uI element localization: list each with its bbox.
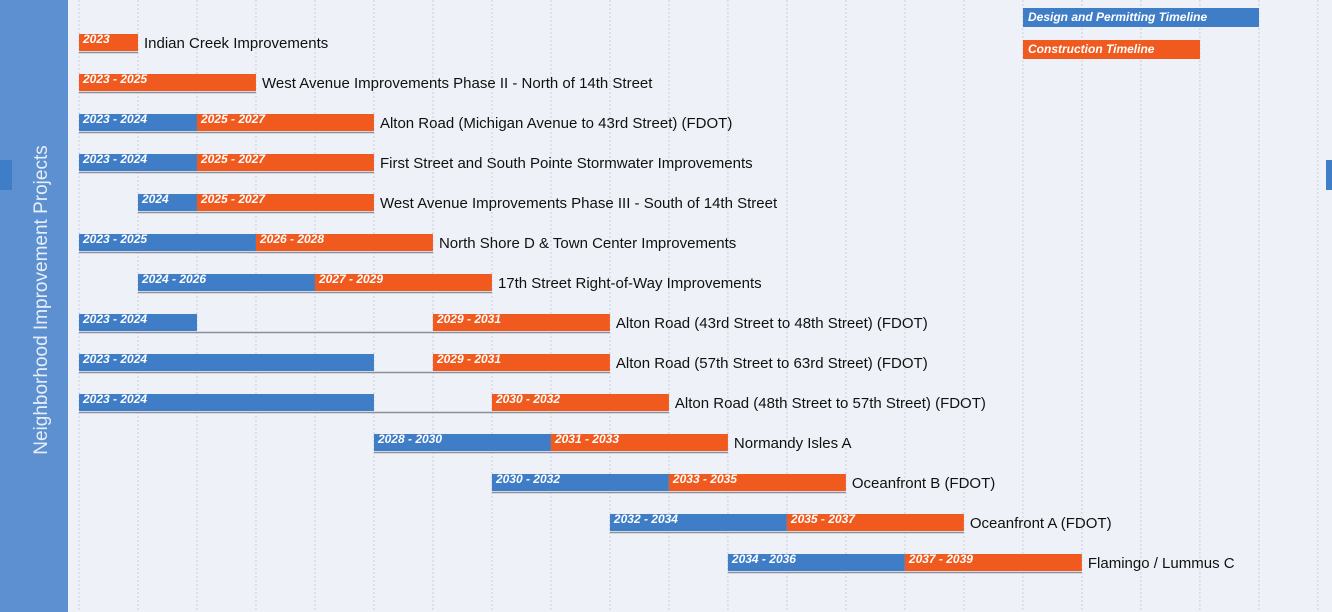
edge-mark <box>1326 160 1332 190</box>
project-name: West Avenue Improvements Phase III - Sou… <box>380 195 778 212</box>
design-bar <box>609 514 787 531</box>
edge-mark <box>0 160 12 190</box>
design-label: 2034 - 2036 <box>731 552 796 566</box>
construction-bar <box>432 354 610 371</box>
project-name: 17th Street Right-of-Way Improvements <box>498 275 762 292</box>
construction-label: 2030 - 2032 <box>495 392 560 406</box>
design-label: 2023 - 2024 <box>82 152 147 166</box>
construction-label: 2029 - 2031 <box>436 312 501 326</box>
construction-label: 2031 - 2033 <box>554 432 619 446</box>
legend: Design and Permitting Timeline Constructi… <box>1023 8 1259 59</box>
design-label: 2028 - 2030 <box>377 432 442 446</box>
design-bar <box>491 474 669 491</box>
design-bar <box>79 154 197 171</box>
construction-bar <box>196 154 374 171</box>
project-name: Alton Road (57th Street to 63rd Street) … <box>616 355 928 372</box>
rows: 2023 Indian Creek Improvements 2023 - 2025… <box>79 32 1235 574</box>
design-label: 2024 - 2026 <box>141 272 206 286</box>
design-bar <box>727 554 905 571</box>
y-axis-title: Neighborhood Improvement Projects <box>31 145 52 454</box>
construction-bar <box>196 194 374 211</box>
design-label: 2023 - 2024 <box>82 112 147 126</box>
legend-design-text: Design and Permitting Timeline <box>1028 10 1207 24</box>
project-name: First Street and South Pointe Stormwater… <box>380 155 753 172</box>
design-label: 2023 - 2024 <box>82 352 147 366</box>
project-name: Normandy Isles A <box>734 435 852 452</box>
project-name: West Avenue Improvements Phase II - Nort… <box>262 75 653 92</box>
construction-bar <box>314 274 492 291</box>
construction-bar <box>786 514 964 531</box>
construction-bar <box>668 474 846 491</box>
design-bar <box>79 314 197 331</box>
project-name: Alton Road (43rd Street to 48th Street) … <box>616 315 928 332</box>
construction-label: 2026 - 2028 <box>259 232 324 246</box>
construction-label: 2037 - 2039 <box>908 552 973 566</box>
design-label: 2023 - 2025 <box>82 232 147 246</box>
side-strip <box>0 0 68 612</box>
design-label: 2030 - 2032 <box>495 472 560 486</box>
construction-bar <box>550 434 728 451</box>
plot-background <box>68 0 1332 612</box>
project-name: Flamingo / Lummus C <box>1088 555 1235 572</box>
design-bar <box>79 354 374 371</box>
construction-label: 2023 - 2025 <box>82 72 147 86</box>
design-bar <box>137 194 197 211</box>
legend-construction-text: Construction Timeline <box>1028 42 1155 56</box>
construction-bar <box>196 114 374 131</box>
construction-label: 2029 - 2031 <box>436 352 501 366</box>
project-name: Alton Road (Michigan Avenue to 43rd Stre… <box>380 115 732 132</box>
construction-label: 2035 - 2037 <box>790 512 856 526</box>
design-label: 2032 - 2034 <box>613 512 678 526</box>
legend-design-box <box>1023 8 1259 27</box>
design-label: 2024 <box>141 192 169 206</box>
construction-label: 2027 - 2029 <box>318 272 383 286</box>
legend-construction-box <box>1023 40 1200 59</box>
construction-label: 2025 - 2027 <box>200 112 266 126</box>
design-bar <box>79 234 256 251</box>
construction-label: 2025 - 2027 <box>200 192 266 206</box>
project-name: Oceanfront A (FDOT) <box>970 515 1112 532</box>
grid <box>78 0 1319 612</box>
project-name: Indian Creek Improvements <box>144 35 328 52</box>
construction-bar <box>79 74 256 91</box>
construction-label: 2023 <box>82 32 110 46</box>
project-name: Oceanfront B (FDOT) <box>852 475 995 492</box>
construction-bar <box>255 234 433 251</box>
project-name: North Shore D & Town Center Improvements <box>439 235 736 252</box>
construction-bar <box>904 554 1082 571</box>
construction-label: 2025 - 2027 <box>200 152 266 166</box>
design-bar <box>373 434 551 451</box>
construction-bar <box>491 394 669 411</box>
design-label: 2023 - 2024 <box>82 312 147 326</box>
project-name: Alton Road (48th Street to 57th Street) … <box>675 395 986 412</box>
design-bar <box>137 274 315 291</box>
design-bar <box>79 394 374 411</box>
construction-bar <box>79 34 138 51</box>
design-bar <box>79 114 197 131</box>
construction-label: 2033 - 2035 <box>672 472 737 486</box>
construction-bar <box>432 314 610 331</box>
design-label: 2023 - 2024 <box>82 392 147 406</box>
